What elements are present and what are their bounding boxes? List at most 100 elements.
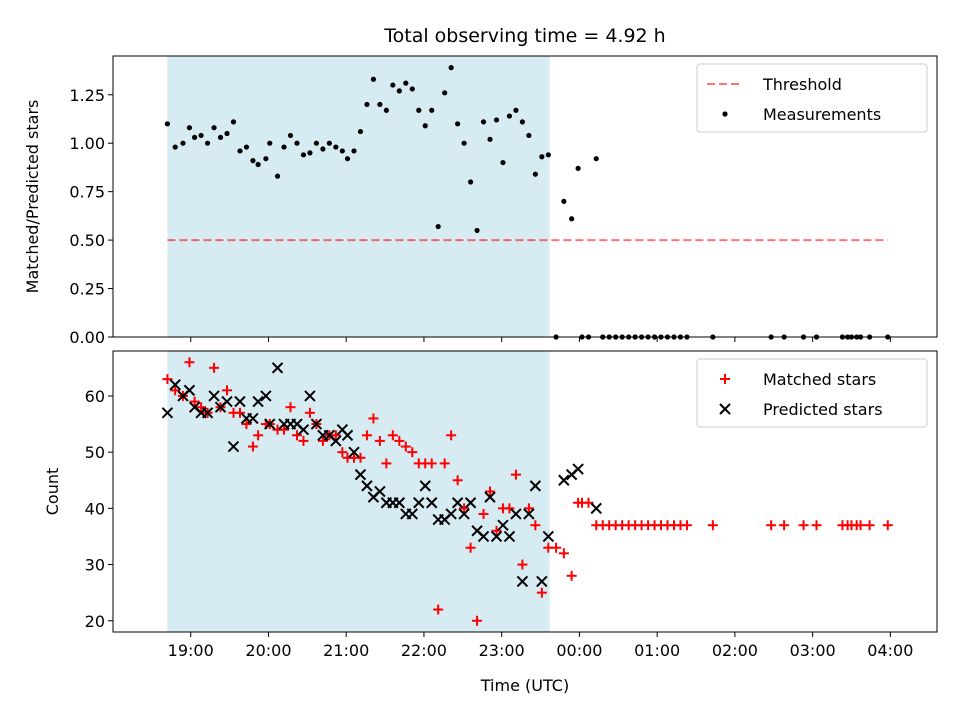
matched-star-marker bbox=[170, 385, 181, 396]
matched-star-marker bbox=[374, 435, 385, 446]
matched-star-marker bbox=[452, 475, 463, 486]
matched-star-marker bbox=[285, 402, 296, 413]
measurement-point bbox=[500, 159, 506, 166]
matched-star-marker bbox=[551, 542, 562, 553]
measurement-point bbox=[448, 65, 454, 71]
measurement-point bbox=[250, 158, 256, 164]
measurement-point bbox=[561, 198, 567, 204]
matched-star-marker bbox=[523, 503, 534, 514]
matched-star-marker bbox=[337, 447, 348, 458]
predicted-star-marker bbox=[516, 575, 529, 588]
matched-star-marker bbox=[433, 604, 444, 615]
predicted-star-marker bbox=[252, 395, 264, 408]
measurement-point bbox=[422, 123, 428, 129]
measurement-point bbox=[243, 144, 250, 150]
measurement-point bbox=[172, 144, 178, 150]
predicted-star-marker bbox=[234, 395, 246, 408]
measurement-point bbox=[164, 121, 171, 127]
predicted-star-marker bbox=[183, 384, 196, 397]
x-tick-label: 04:00 bbox=[867, 641, 913, 660]
x-tick-label: 23:00 bbox=[479, 641, 525, 660]
series-top bbox=[164, 65, 891, 340]
y-tick-label: 0.75 bbox=[69, 183, 105, 202]
legend-label: Threshold bbox=[762, 75, 842, 94]
legend-measurement-swatch bbox=[722, 111, 728, 117]
predicted-star-marker bbox=[297, 423, 310, 436]
y-tick-label: 1.25 bbox=[69, 86, 105, 105]
matched-star-marker bbox=[465, 542, 476, 553]
measurement-point bbox=[442, 90, 448, 96]
y-axis-label-bottom: Count bbox=[43, 468, 62, 516]
measurement-point bbox=[300, 152, 307, 158]
matched-star-marker bbox=[459, 503, 470, 514]
measurement-point bbox=[480, 119, 487, 125]
matched-star-marker bbox=[189, 396, 200, 407]
measurement-point bbox=[593, 156, 599, 162]
measurement-point bbox=[416, 107, 422, 113]
legend-box bbox=[696, 358, 928, 428]
x-tick-label: 19:00 bbox=[168, 641, 214, 660]
predicted-star-marker bbox=[558, 474, 570, 486]
measurement-point bbox=[294, 140, 300, 146]
predicted-star-marker bbox=[341, 429, 354, 442]
predicted-star-marker bbox=[247, 412, 259, 425]
measurement-point bbox=[435, 223, 441, 230]
matched-star-marker bbox=[583, 497, 594, 508]
matched-star-marker bbox=[253, 430, 264, 441]
predicted-star-marker bbox=[208, 390, 220, 402]
measurement-point bbox=[487, 136, 493, 142]
predicted-star-marker bbox=[354, 468, 367, 481]
matched-star-marker bbox=[485, 486, 496, 497]
x-axis-label: Time (UTC) bbox=[480, 676, 569, 695]
legend-matched-swatch bbox=[720, 374, 730, 384]
matched-star-marker bbox=[184, 357, 195, 368]
x-tick-label: 01:00 bbox=[634, 641, 680, 660]
matched-star-marker bbox=[400, 441, 411, 452]
legend-label: Predicted stars bbox=[763, 400, 883, 419]
predicted-star-marker bbox=[426, 497, 438, 509]
measurement-point bbox=[204, 140, 211, 146]
measurement-point bbox=[383, 107, 389, 113]
matched-star-marker bbox=[681, 520, 692, 531]
y-tick-label: 0.50 bbox=[69, 231, 105, 250]
matched-star-marker bbox=[368, 413, 379, 424]
predicted-star-marker bbox=[484, 491, 496, 503]
measurement-point bbox=[217, 134, 224, 140]
measurement-point bbox=[263, 156, 269, 162]
matched-star-marker bbox=[504, 503, 515, 514]
matched-star-marker bbox=[707, 520, 718, 531]
measurement-point bbox=[396, 88, 402, 94]
predicted-star-marker bbox=[374, 485, 386, 498]
matched-star-marker bbox=[798, 520, 809, 531]
matched-star-marker bbox=[536, 587, 547, 598]
measurement-point bbox=[224, 130, 230, 137]
matched-star-marker bbox=[855, 520, 866, 531]
measurement-point bbox=[506, 113, 513, 119]
x-tick-label: 00:00 bbox=[556, 641, 602, 660]
measurement-point bbox=[198, 132, 204, 139]
matched-star-marker bbox=[162, 374, 173, 385]
matched-star-marker bbox=[517, 559, 528, 570]
predicted-star-marker bbox=[361, 480, 373, 492]
y-tick-label: 60 bbox=[85, 387, 105, 406]
matched-star-marker bbox=[291, 430, 302, 441]
legend-top: Threshold Measurements bbox=[696, 63, 928, 133]
predicted-star-marker bbox=[169, 379, 181, 391]
measurement-point bbox=[377, 101, 383, 108]
measurement-point bbox=[339, 148, 345, 154]
measurement-point bbox=[519, 119, 526, 125]
measurement-point bbox=[493, 117, 500, 123]
measurement-point bbox=[569, 216, 575, 222]
matched-star-marker bbox=[361, 430, 372, 441]
predicted-star-marker bbox=[590, 502, 602, 515]
measurement-point bbox=[390, 82, 396, 88]
matched-star-marker bbox=[241, 419, 252, 430]
y-tick-label: 40 bbox=[85, 499, 105, 518]
measurement-point bbox=[267, 140, 273, 146]
top-panel: 0.00 0.25 0.50 0.75 1.00 1.25 Total observing… bbox=[23, 25, 938, 347]
matched-star-marker bbox=[779, 520, 790, 531]
measurement-point bbox=[526, 132, 532, 139]
chart-title: Total observing time = 4.92 h bbox=[383, 25, 665, 47]
matched-star-marker bbox=[407, 447, 418, 458]
measurement-point bbox=[474, 227, 480, 234]
